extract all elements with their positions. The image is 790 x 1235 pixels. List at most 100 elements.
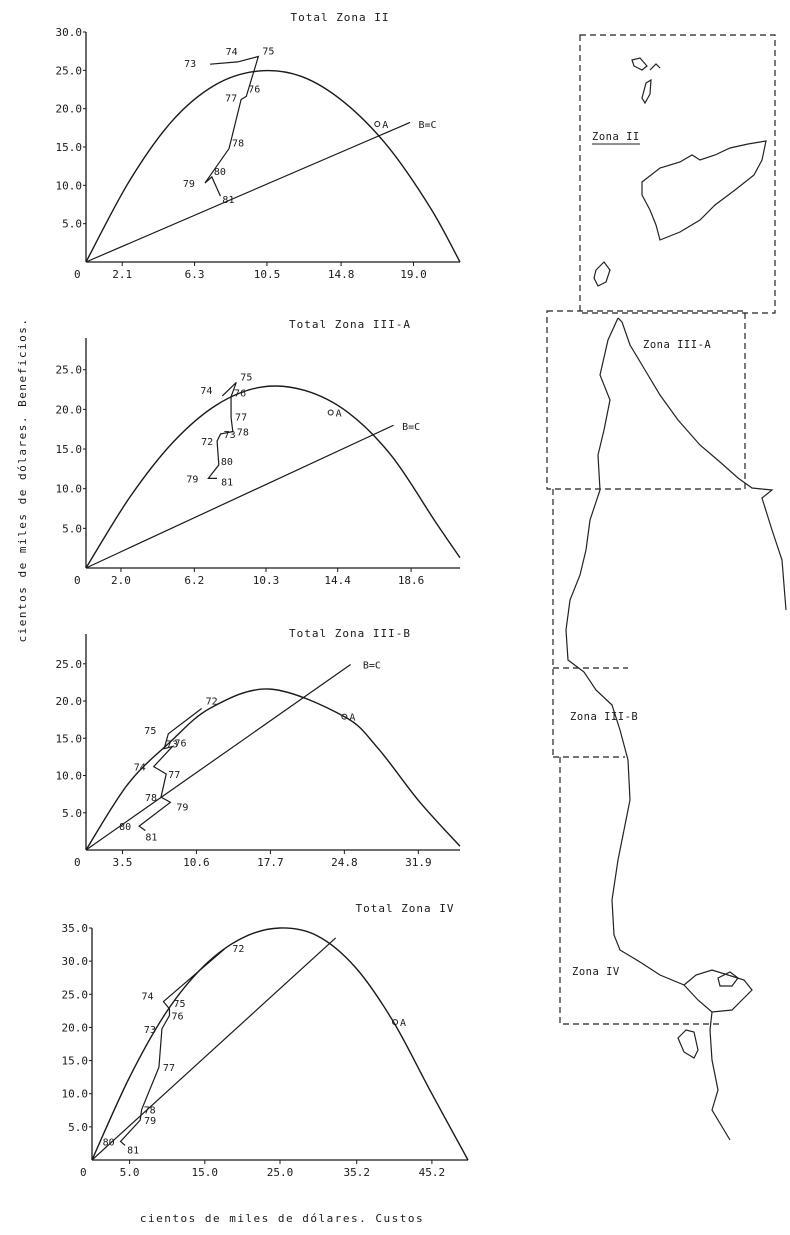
benefit-curve [85, 385, 461, 569]
year-label-75: 75 [144, 726, 156, 737]
chart-3: Total Zona III-B 0 3.5 10.6 17.7 24.8 31.9 5.0 1… [56, 627, 461, 869]
year-label-79: 79 [144, 1116, 156, 1127]
y-tick-label: 15.0 [62, 1055, 89, 1068]
year-label-79: 79 [176, 802, 188, 813]
x-tick-label: 25.0 [267, 1166, 294, 1179]
year-label-81: 81 [222, 195, 234, 206]
x-tick-label: 14.4 [324, 574, 351, 587]
y-tick-label: 25.0 [56, 64, 83, 77]
map-label-zona-ii: Zona II [592, 131, 640, 143]
point-a-label: A [349, 713, 355, 724]
chart-1: Total Zona II 0 2.1 6.3 10.5 14.8 19.0 5.0 10.0 1… [56, 11, 461, 281]
y-tick-label: 35.0 [62, 922, 89, 935]
x-tick-label: 3.5 [113, 856, 133, 869]
year-label-74: 74 [200, 386, 212, 397]
x-tick-label: 17.7 [257, 856, 284, 869]
year-label-75: 75 [262, 47, 274, 58]
year-label-79: 79 [183, 179, 195, 190]
zona-iv-box [553, 756, 720, 1025]
x-tick-zero: 0 [74, 574, 81, 587]
year-label-76: 76 [248, 84, 260, 95]
x-tick-label: 10.5 [254, 268, 281, 281]
island-iv-1 [677, 1029, 699, 1059]
y-tick-label: 15.0 [56, 443, 83, 456]
year-label-72: 72 [232, 944, 244, 955]
y-tick-label: 10.0 [56, 179, 83, 192]
point-a-marker [327, 409, 334, 416]
x-tick-label: 10.3 [253, 574, 280, 587]
year-label-78: 78 [237, 428, 249, 439]
y-tick-label: 10.0 [62, 1088, 89, 1101]
y-tick-label: 5.0 [62, 218, 82, 231]
chart-2: Total Zona III-A 0 2.0 6.2 10.3 14.4 18.6 5.0 10… [56, 318, 461, 587]
year-label-80: 80 [221, 457, 233, 468]
year-label-73: 73 [166, 740, 178, 751]
year-label-78: 78 [145, 793, 157, 804]
year-label-72: 72 [201, 437, 213, 448]
chart-4: Total Zona IV 0 5.0 15.0 25.0 35.2 45.2 5.0 10.0… [62, 902, 469, 1179]
year-label-81: 81 [221, 477, 233, 488]
year-label-74: 74 [226, 47, 238, 58]
zona-iii-b-box [552, 489, 628, 757]
chart-title: Total Zona II [290, 11, 389, 24]
year-label-73: 73 [184, 59, 196, 70]
coastline-map [546, 34, 787, 1141]
y-tick-label: 5.0 [68, 1121, 88, 1134]
year-label-80: 80 [103, 1137, 115, 1148]
island-main [641, 140, 767, 241]
x-tick-zero: 0 [74, 856, 81, 869]
coastline [565, 317, 787, 1141]
year-label-80: 80 [119, 822, 131, 833]
map-label-zona-iv: Zona IV [572, 966, 620, 978]
b-equals-c-line [85, 424, 394, 569]
y-tick-label: 15.0 [56, 732, 83, 745]
x-tick-label: 45.2 [419, 1166, 446, 1179]
y-tick-label: 25.0 [62, 988, 89, 1001]
year-path [119, 948, 225, 1146]
point-a-marker [374, 121, 381, 127]
year-label-77: 77 [163, 1063, 175, 1074]
island-2 [641, 78, 652, 105]
year-label-78: 78 [232, 139, 244, 150]
benefit-curve [85, 69, 461, 263]
island-iv-2 [717, 971, 739, 987]
year-label-80: 80 [214, 167, 226, 178]
x-tick-label: 14.8 [328, 268, 355, 281]
y-tick-label: 25.0 [56, 364, 83, 377]
island-1 [631, 57, 648, 71]
year-label-76: 76 [171, 1011, 183, 1022]
x-tick-zero: 0 [74, 268, 81, 281]
zona-ii-box [579, 34, 776, 314]
x-tick-label: 19.0 [400, 268, 427, 281]
charts-group: Total Zona II 0 2.1 6.3 10.5 14.8 19.0 5.0 10.0 1… [56, 11, 469, 1179]
y-tick-label: 5.0 [62, 807, 82, 820]
y-tick-label: 30.0 [62, 955, 89, 968]
y-tick-label: 5.0 [62, 522, 82, 535]
x-tick-label: 2.1 [112, 268, 132, 281]
year-label-74: 74 [141, 992, 153, 1003]
point-a-marker [392, 1019, 399, 1026]
b-equals-c-label: B=C [363, 661, 381, 672]
year-label-77: 77 [168, 770, 180, 781]
year-label-73: 73 [224, 430, 236, 441]
x-tick-label: 31.9 [405, 856, 432, 869]
year-label-75: 75 [240, 372, 252, 383]
b-equals-c-label: B=C [402, 422, 420, 433]
x-tick-label: 35.2 [343, 1166, 370, 1179]
point-a-label: A [382, 120, 388, 131]
b-equals-c-line [85, 664, 351, 851]
b-equals-c-line [91, 937, 337, 1161]
year-label-76: 76 [234, 389, 246, 400]
year-path [138, 708, 203, 832]
y-tick-label: 20.0 [62, 1021, 89, 1034]
chart-title: Total Zona III-A [289, 318, 411, 331]
year-label-77: 77 [225, 93, 237, 104]
y-tick-label: 10.0 [56, 770, 83, 783]
x-tick-label: 15.0 [192, 1166, 219, 1179]
x-tick-label: 6.2 [184, 574, 204, 587]
year-label-81: 81 [145, 833, 157, 844]
chart-title: Total Zona IV [355, 902, 454, 915]
y-tick-label: 10.0 [56, 483, 83, 496]
year-label-78: 78 [144, 1106, 156, 1117]
year-label-81: 81 [127, 1145, 139, 1156]
